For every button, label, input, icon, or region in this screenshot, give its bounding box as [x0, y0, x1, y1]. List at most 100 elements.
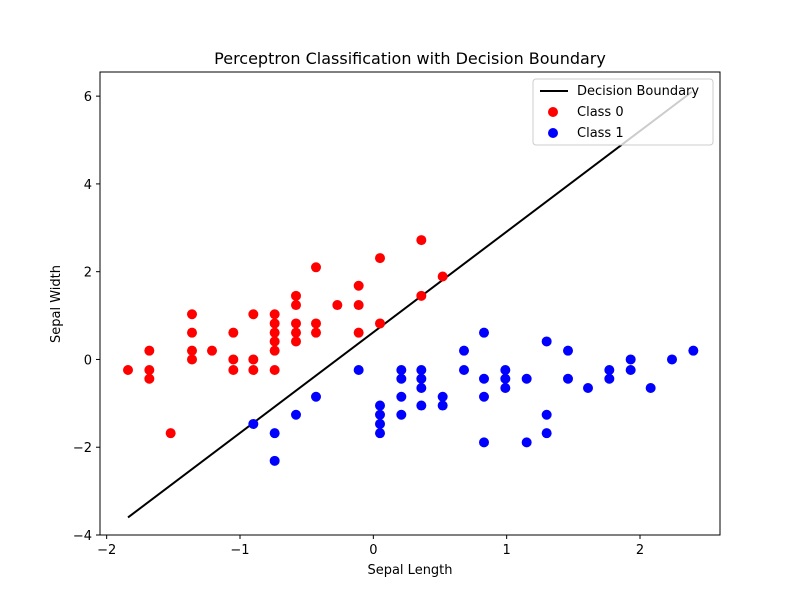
axes-frame — [99, 71, 721, 536]
plot-area — [123, 90, 699, 519]
legend-label-boundary: Decision Boundary — [577, 84, 699, 99]
y-tick-label: −4 — [73, 529, 92, 544]
data-point-class1 — [667, 354, 677, 365]
data-point-class1 — [396, 409, 407, 420]
data-point-class0 — [291, 290, 301, 301]
data-point-class0 — [269, 309, 280, 320]
data-point-class1 — [521, 373, 532, 384]
data-point-class1 — [437, 400, 448, 411]
data-point-class1 — [479, 327, 489, 338]
data-point-class1 — [688, 345, 699, 356]
data-point-class0 — [375, 253, 385, 264]
x-tick-label: 0 — [369, 543, 377, 558]
data-point-class1 — [625, 354, 636, 365]
data-point-class0 — [416, 290, 427, 301]
y-axis: −4 −2 0 2 4 6 — [73, 90, 100, 544]
data-point-class1 — [396, 373, 407, 384]
x-tick-label: −1 — [230, 543, 249, 558]
data-point-class1 — [500, 373, 511, 384]
data-point-class1 — [604, 364, 615, 375]
data-point-class0 — [291, 318, 301, 329]
data-point-class0 — [248, 354, 259, 365]
data-point-class0 — [144, 373, 155, 384]
data-point-class0 — [269, 318, 280, 329]
data-point-class1 — [459, 364, 469, 375]
legend-label-class0: Class 0 — [577, 105, 624, 120]
data-point-class1 — [416, 382, 427, 393]
data-point-class1 — [500, 364, 511, 375]
data-point-class1 — [583, 382, 593, 393]
data-point-class0 — [291, 327, 301, 338]
y-tick-label: 4 — [84, 178, 92, 193]
legend-marker-class1 — [548, 128, 558, 138]
decision-boundary-line — [127, 90, 693, 519]
y-tick-label: 6 — [84, 90, 92, 105]
data-point-class0 — [353, 327, 364, 338]
data-point-class0 — [144, 345, 155, 356]
data-point-class1 — [625, 364, 636, 375]
data-point-class1 — [396, 391, 407, 402]
legend-box — [532, 78, 714, 146]
data-point-class1 — [541, 409, 552, 420]
data-point-class1 — [604, 373, 615, 384]
data-point-class0 — [269, 345, 280, 356]
data-point-class0 — [311, 327, 321, 338]
data-point-class0 — [311, 262, 321, 273]
data-point-class1 — [500, 382, 511, 393]
data-point-class1 — [563, 373, 573, 384]
data-point-class1 — [375, 428, 385, 439]
data-point-class1 — [353, 364, 364, 375]
legend-label-class1: Class 1 — [577, 126, 624, 141]
data-point-class1 — [311, 391, 321, 402]
data-point-class1 — [396, 364, 407, 375]
data-point-class0 — [187, 327, 197, 338]
data-point-class0 — [248, 309, 259, 320]
data-point-class0 — [416, 235, 427, 246]
y-axis-label: Sepal Width — [49, 265, 64, 343]
data-point-class1 — [645, 382, 656, 393]
data-point-class0 — [269, 364, 280, 375]
x-tick-label: 2 — [636, 543, 644, 558]
data-point-class0 — [228, 327, 239, 338]
data-point-class1 — [563, 345, 573, 356]
data-point-class0 — [207, 345, 217, 356]
data-point-class1 — [437, 391, 448, 402]
data-point-class1 — [269, 428, 280, 439]
y-tick-label: 0 — [84, 353, 92, 368]
data-point-class1 — [459, 345, 469, 356]
data-point-class0 — [353, 280, 364, 291]
legend-marker-class0 — [548, 107, 558, 117]
data-point-class1 — [269, 455, 280, 466]
data-point-class1 — [416, 373, 427, 384]
data-point-class1 — [479, 437, 489, 448]
data-point-class1 — [521, 437, 532, 448]
data-point-class0 — [332, 300, 343, 311]
x-axis: −2 −1 0 1 2 — [97, 535, 644, 558]
data-point-class0 — [187, 345, 197, 356]
legend: Decision Boundary Class 0 Class 1 — [532, 78, 714, 146]
data-point-class0 — [187, 354, 197, 365]
data-point-class1 — [291, 409, 301, 420]
data-point-class0 — [165, 428, 176, 439]
data-point-class0 — [248, 364, 259, 375]
data-point-class1 — [416, 400, 427, 411]
data-point-class0 — [291, 300, 301, 311]
data-point-class0 — [123, 364, 133, 375]
x-tick-label: 1 — [503, 543, 511, 558]
data-point-class1 — [479, 391, 489, 402]
data-point-class1 — [479, 373, 489, 384]
chart-title: Perceptron Classification with Decision … — [214, 49, 606, 68]
data-point-class0 — [311, 318, 321, 329]
y-tick-label: 2 — [84, 266, 92, 281]
y-tick-label: −2 — [73, 441, 92, 456]
data-point-class1 — [248, 418, 259, 429]
data-point-class0 — [353, 300, 364, 311]
data-point-class0 — [144, 364, 155, 375]
data-point-class1 — [375, 418, 385, 429]
data-point-class0 — [228, 354, 239, 365]
data-point-class0 — [375, 318, 385, 329]
x-tick-label: −2 — [97, 543, 116, 558]
data-point-class1 — [541, 336, 552, 347]
data-point-class0 — [437, 271, 448, 282]
